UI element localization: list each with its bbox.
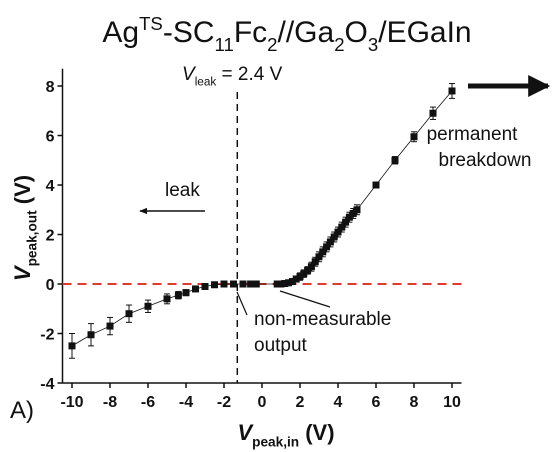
text-part: 2: [334, 34, 344, 55]
y-tick-label: -2: [40, 327, 54, 344]
data-point: [342, 218, 350, 226]
x-tick-label: 4: [334, 394, 343, 411]
data-point: [273, 280, 281, 288]
chart-title: AgTS-SC11Fc2//Ga2O3/EGaIn: [102, 13, 471, 55]
data-point: [448, 87, 456, 95]
data-point: [285, 279, 293, 287]
data-point: [292, 275, 300, 283]
y-tick-label: 0: [46, 277, 55, 294]
annotation: non-measurable: [254, 309, 391, 330]
text-part: -SC: [163, 16, 215, 49]
data-point: [247, 280, 255, 288]
text-part: Ag: [102, 16, 139, 49]
x-tick-label: 0: [258, 394, 267, 411]
data-point: [281, 280, 289, 288]
text-part: leak: [195, 76, 217, 89]
annotation: output: [254, 335, 308, 356]
annotation: leak: [165, 180, 200, 201]
text-part: = 2.4 V: [216, 64, 282, 85]
x-tick-label: 10: [443, 394, 461, 411]
text-part: O: [345, 16, 368, 49]
x-tick-label: 2: [296, 394, 305, 411]
data-point: [163, 295, 171, 303]
data-point: [201, 282, 209, 290]
annotation: Vleak = 2.4 V: [182, 64, 283, 89]
x-tick-label: -8: [103, 394, 117, 411]
data-point: [323, 243, 331, 251]
y-tick-label: 6: [46, 129, 55, 146]
y-axis-label: Vpeak,out (V): [10, 175, 40, 281]
text-part: V: [237, 420, 254, 445]
text-part: 2: [267, 34, 277, 55]
data-point: [211, 281, 218, 289]
data-point: [220, 280, 228, 288]
text-part: V: [10, 264, 35, 281]
x-tick-label: -4: [179, 394, 193, 411]
data-point: [252, 280, 260, 288]
y-tick-label: 8: [46, 79, 55, 96]
data-point: [230, 280, 237, 288]
text-part: 11: [215, 34, 234, 55]
text-part: V: [182, 64, 197, 85]
x-tick-label: -10: [60, 394, 83, 411]
data-point: [174, 291, 182, 299]
text-part: peak,in: [252, 435, 299, 450]
data-point: [87, 331, 95, 339]
text-part: TS: [139, 13, 163, 34]
data-point: [277, 280, 285, 288]
y-tick-label: 4: [46, 178, 55, 195]
data-point: [345, 213, 353, 221]
data-point: [311, 258, 319, 266]
x-tick-label: -6: [141, 394, 155, 411]
data-point: [372, 181, 380, 189]
text-part: Fc: [234, 16, 267, 49]
data-point: [429, 109, 437, 117]
data-point: [338, 223, 346, 231]
data-point: [144, 302, 152, 310]
data-point: [68, 342, 76, 350]
leader-line: [279, 290, 331, 308]
data-point: [391, 156, 399, 164]
y-tick-label: -4: [40, 376, 54, 393]
text-part: (V): [10, 175, 35, 210]
x-axis-label: Vpeak,in (V): [237, 420, 334, 450]
data-point: [410, 133, 418, 141]
x-tick-label: -2: [217, 394, 231, 411]
annotation: permanent: [427, 124, 519, 145]
x-tick-label: 8: [410, 394, 419, 411]
data-point: [319, 248, 327, 256]
data-point: [353, 206, 361, 214]
data-point: [300, 270, 308, 278]
data-point: [192, 285, 199, 293]
data-point: [296, 273, 304, 281]
text-part: /EGaIn: [378, 16, 471, 49]
data-point: [106, 322, 114, 330]
data-point: [330, 233, 338, 241]
data-point: [315, 253, 323, 261]
y-tick-label: 2: [46, 228, 55, 245]
leader-line: [236, 291, 248, 316]
data-point: [304, 266, 312, 274]
data-point: [326, 238, 334, 246]
data-point: [334, 228, 342, 236]
annotation: breakdown: [439, 150, 532, 171]
x-tick-label: 6: [372, 394, 381, 411]
plot-area: -10 -8 -6 -4 -2 0 2 4 6 8 10 -4 -2 0 2 4 6 8: [40, 68, 462, 411]
panel-label: A): [10, 397, 34, 424]
data-point: [307, 263, 315, 271]
data-point: [239, 280, 247, 288]
data-point: [349, 209, 357, 217]
text-part: 3: [368, 34, 378, 55]
data-point: [125, 310, 133, 318]
data-point: [288, 278, 296, 286]
text-part: (V): [299, 420, 334, 445]
text-part: //Ga: [278, 16, 335, 49]
text-part: peak,out: [25, 210, 40, 266]
data-point: [182, 289, 190, 297]
